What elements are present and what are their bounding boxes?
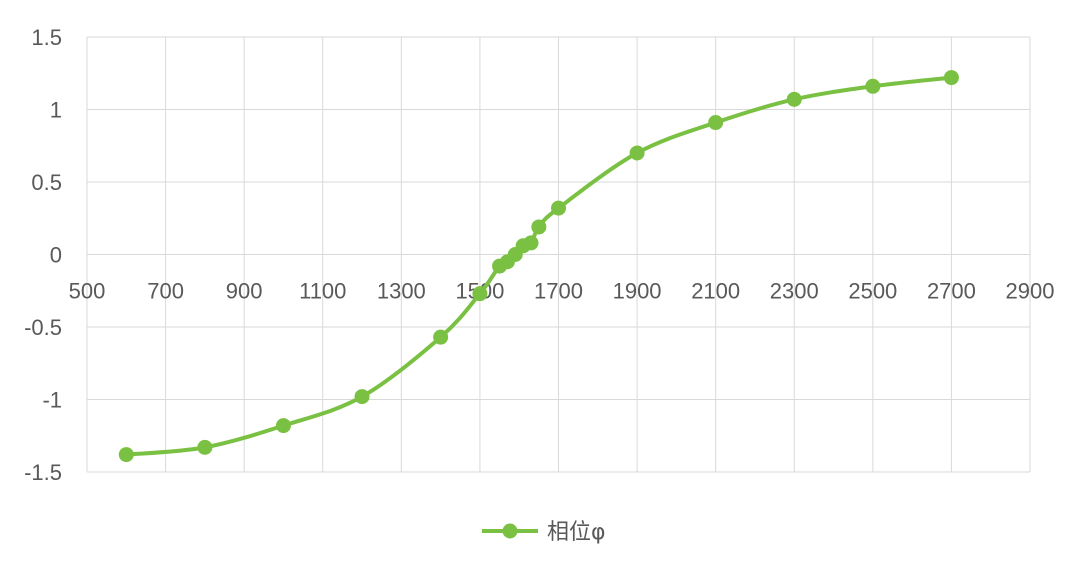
- data-point: [472, 286, 488, 302]
- y-axis-tick-labels: 1.5 1 0.5 0 -0.5 -1 -1.5: [24, 25, 62, 485]
- data-point: [531, 219, 547, 235]
- x-tick-label: 700: [147, 279, 184, 304]
- data-point: [629, 145, 645, 161]
- x-tick-label: 2900: [1006, 279, 1055, 304]
- x-tick-label: 2500: [848, 279, 897, 304]
- data-point: [865, 78, 881, 94]
- data-point: [197, 439, 213, 455]
- y-tick-label: 0: [50, 243, 62, 268]
- data-point: [118, 447, 134, 463]
- y-tick-label: 0.5: [31, 170, 62, 195]
- x-tick-label: 1700: [534, 279, 583, 304]
- x-axis-tick-labels: 5007009001100130015001700190021002300250…: [69, 279, 1055, 304]
- x-tick-label: 2300: [770, 279, 819, 304]
- data-point: [433, 329, 449, 345]
- gridlines: [86, 36, 1031, 473]
- y-tick-label: 1.5: [31, 25, 62, 50]
- data-point: [523, 235, 539, 251]
- legend-marker: [502, 523, 518, 539]
- y-tick-label: -0.5: [24, 315, 62, 340]
- y-tick-label: 1: [50, 98, 62, 123]
- legend-label: 相位φ: [547, 520, 606, 545]
- legend: 相位φ: [482, 520, 606, 545]
- data-point: [551, 200, 566, 216]
- x-tick-label: 1900: [613, 279, 662, 304]
- series-layer: [118, 70, 959, 463]
- x-tick-label: 500: [69, 279, 106, 304]
- y-tick-label: -1.5: [24, 460, 62, 485]
- data-point: [275, 418, 291, 434]
- x-tick-label: 900: [226, 279, 263, 304]
- x-tick-label: 1100: [299, 279, 346, 304]
- x-tick-label: 1300: [377, 279, 426, 304]
- x-tick-label: 2100: [691, 279, 740, 304]
- data-point: [786, 91, 802, 107]
- data-point: [943, 70, 959, 86]
- x-tick-label: 2700: [927, 279, 976, 304]
- y-tick-label: -1: [42, 388, 62, 413]
- data-point: [708, 115, 724, 131]
- data-point: [354, 389, 370, 405]
